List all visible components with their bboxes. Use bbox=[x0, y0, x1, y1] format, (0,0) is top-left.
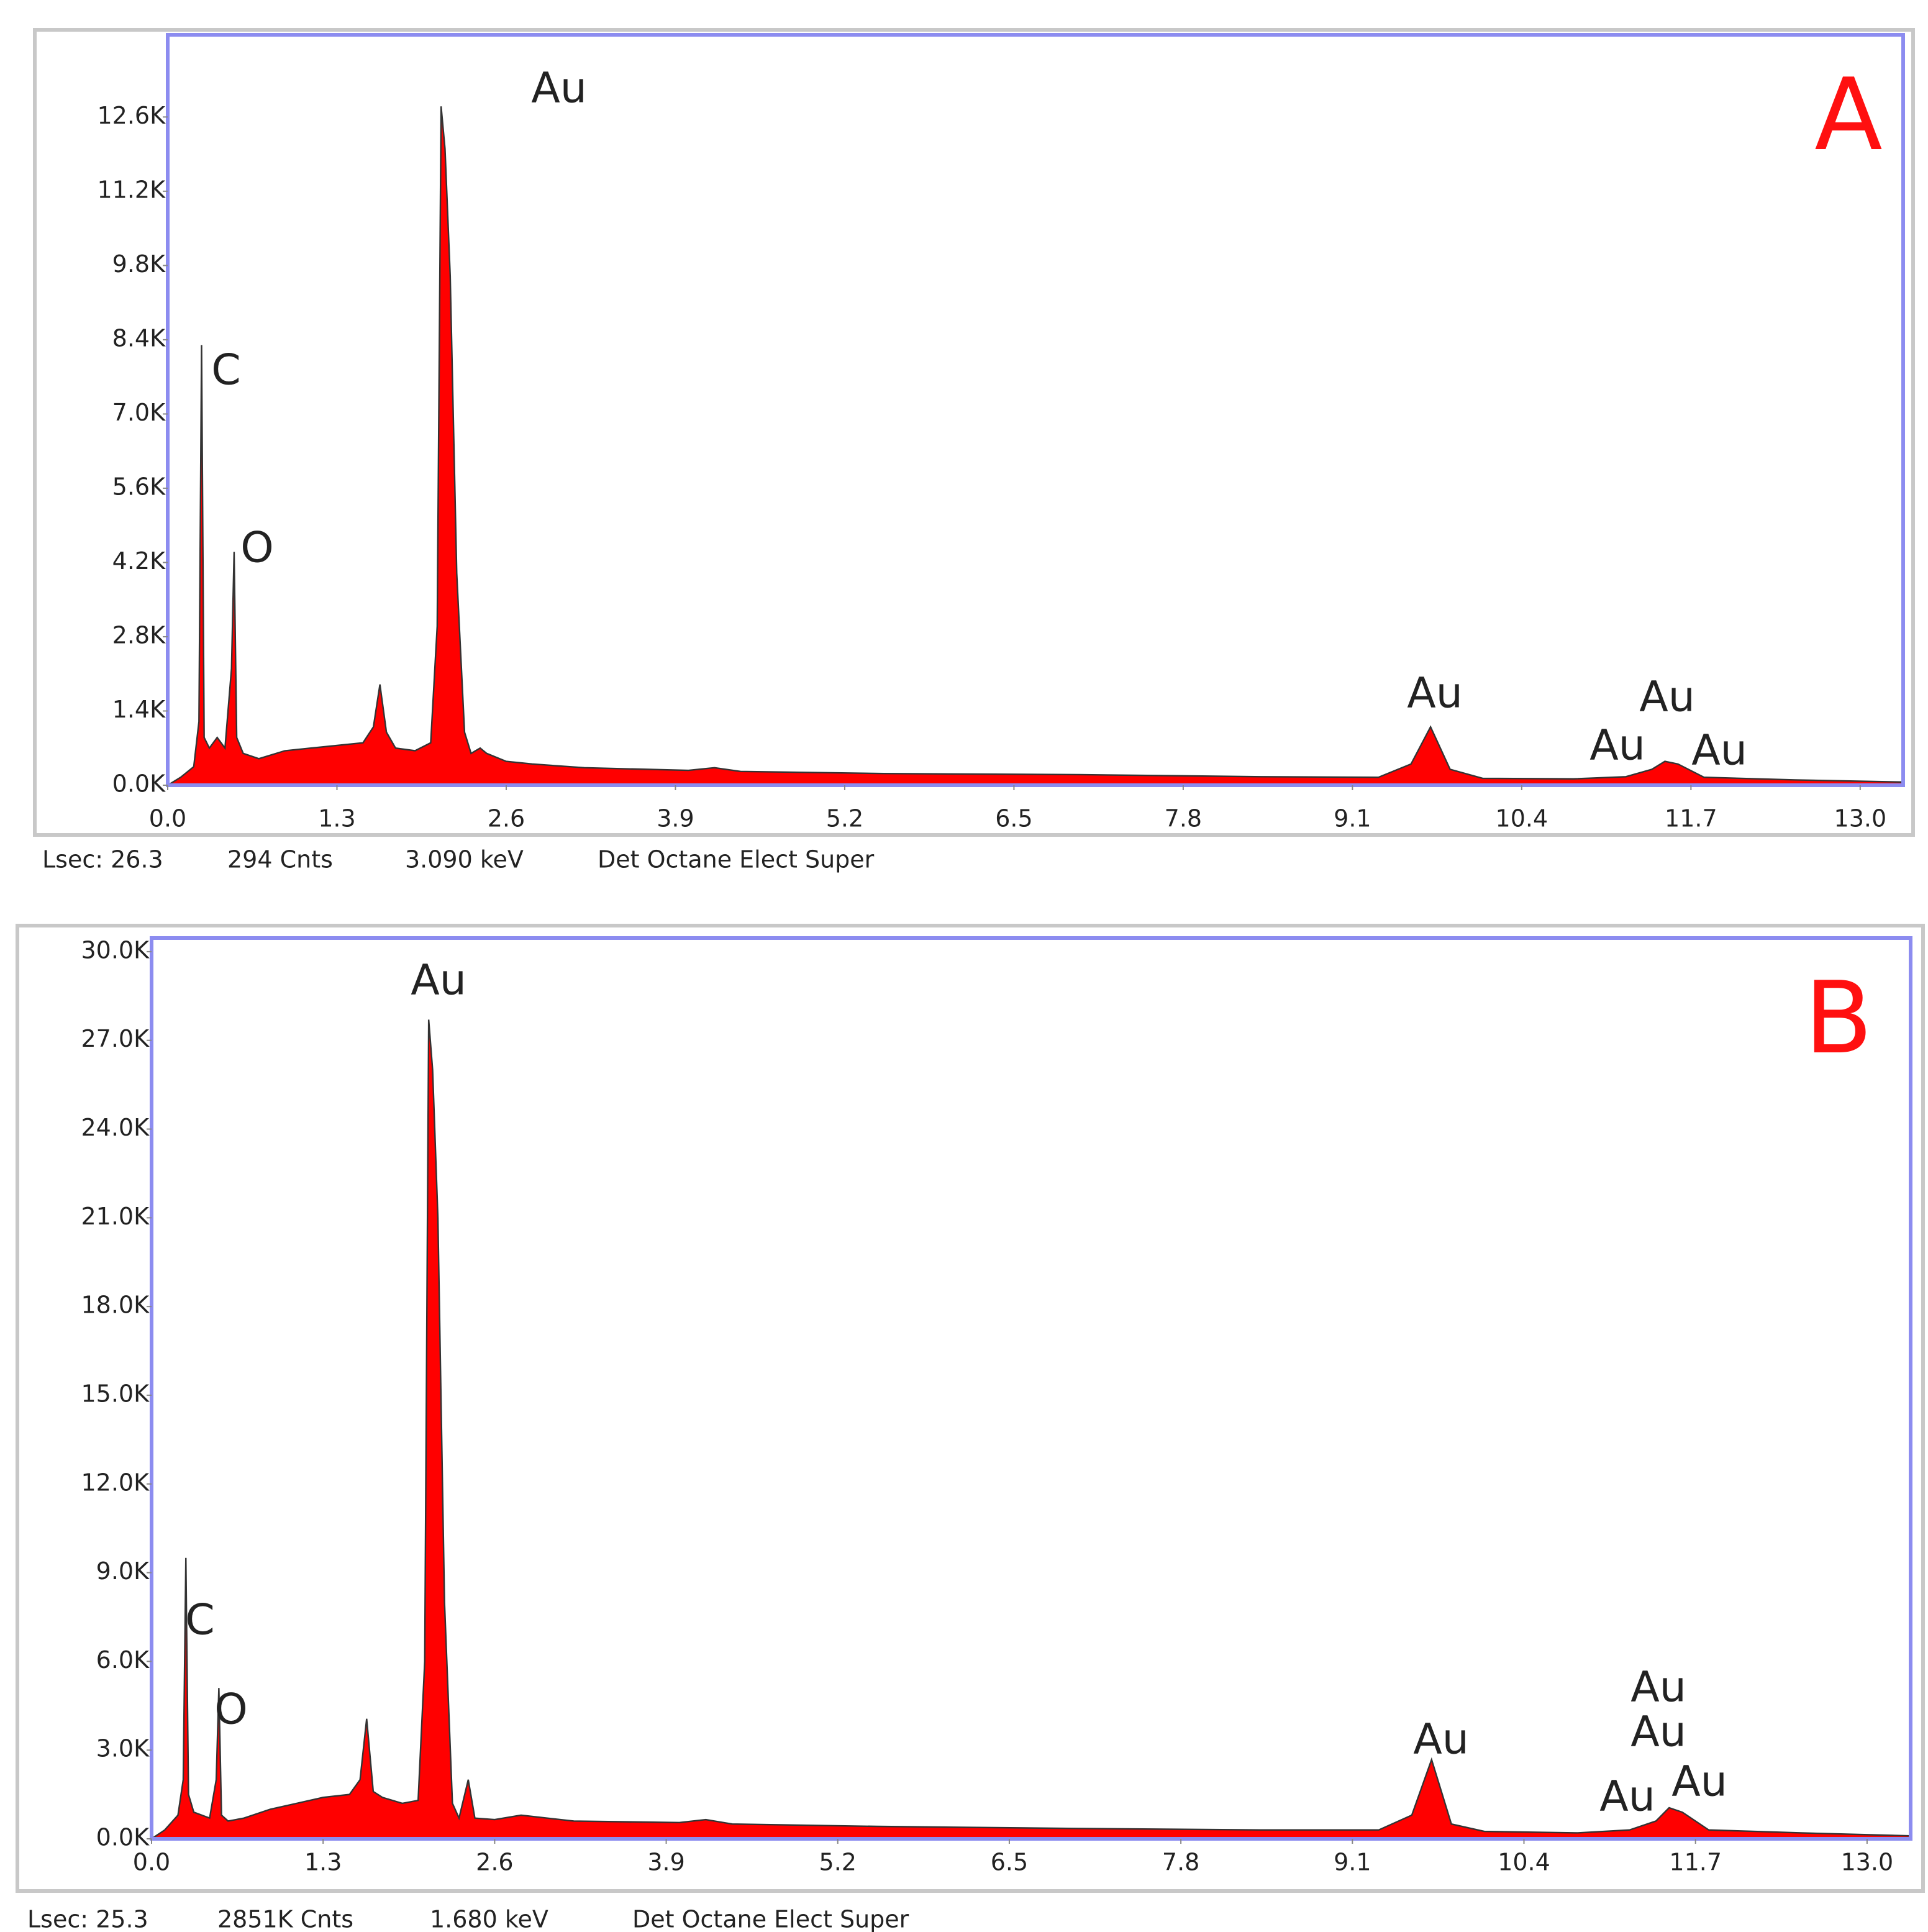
y-tick-label: 18.0K bbox=[81, 1292, 150, 1319]
x-tick-label: 7.8 bbox=[1165, 805, 1202, 832]
x-tick-label: 13.0 bbox=[1834, 805, 1887, 832]
y-tick-label: 0.0K bbox=[96, 1824, 150, 1851]
peak-label: Au bbox=[1691, 726, 1747, 775]
info-text: Lsec: 25.3 bbox=[27, 1906, 148, 1932]
info-text: Det Octane Elect Super bbox=[632, 1906, 909, 1932]
panel-frame bbox=[33, 28, 1915, 837]
x-tick-label: 11.7 bbox=[1669, 1849, 1722, 1876]
peak-label: Au bbox=[1639, 673, 1695, 722]
x-tick-label: 6.5 bbox=[991, 1849, 1028, 1876]
info-text: 294 Cnts bbox=[227, 846, 333, 873]
info-text: 2851K Cnts bbox=[217, 1906, 353, 1932]
y-tick-label: 3.0K bbox=[96, 1735, 150, 1762]
x-tick-label: 9.1 bbox=[1334, 805, 1371, 832]
x-tick-label: 10.4 bbox=[1496, 805, 1548, 832]
peak-label: C bbox=[211, 346, 240, 395]
y-tick-label: 6.0K bbox=[96, 1646, 150, 1674]
x-tick-label: 11.7 bbox=[1665, 805, 1717, 832]
y-tick-label: 21.0K bbox=[81, 1203, 150, 1230]
info-text: 3.090 keV bbox=[405, 846, 524, 873]
info-text: 1.680 keV bbox=[430, 1906, 548, 1932]
x-tick-label: 9.1 bbox=[1334, 1849, 1371, 1876]
spectrum-line bbox=[167, 106, 1904, 786]
panel-frame bbox=[16, 924, 1925, 1893]
x-tick-label: 2.6 bbox=[488, 805, 525, 832]
y-tick-label: 5.6K bbox=[112, 473, 166, 500]
x-tick-label: 7.8 bbox=[1162, 1849, 1199, 1876]
y-tick-label: 15.0K bbox=[81, 1380, 150, 1407]
peak-label: Au bbox=[1589, 721, 1645, 770]
y-tick-label: 30.0K bbox=[81, 936, 150, 964]
info-text: Lsec: 26.3 bbox=[42, 846, 163, 873]
x-tick-label: 10.4 bbox=[1498, 1849, 1550, 1876]
x-tick-label: 2.6 bbox=[476, 1849, 513, 1876]
y-tick-label: 9.8K bbox=[112, 250, 166, 278]
peak-label: Au bbox=[1413, 1715, 1469, 1764]
y-tick-label: 1.4K bbox=[112, 696, 166, 723]
peak-label: Au bbox=[1630, 1663, 1686, 1712]
x-tick-label: 1.3 bbox=[318, 805, 355, 832]
peak-label: Au bbox=[411, 956, 466, 1005]
peak-label: O bbox=[214, 1685, 248, 1734]
y-tick-label: 4.2K bbox=[112, 547, 166, 575]
y-tick-label: 2.8K bbox=[112, 621, 166, 649]
x-tick-label: 5.2 bbox=[826, 805, 863, 832]
y-tick-label: 27.0K bbox=[81, 1025, 150, 1052]
y-tick-label: 8.4K bbox=[112, 324, 166, 352]
peak-label: O bbox=[240, 524, 274, 573]
peak-label: Au bbox=[1407, 669, 1463, 718]
plot-frame bbox=[150, 936, 1912, 1841]
x-tick-label: 0.0 bbox=[133, 1849, 170, 1876]
info-text: Det Octane Elect Super bbox=[598, 846, 875, 873]
panel-letter: A bbox=[1814, 57, 1882, 173]
x-tick-label: 1.3 bbox=[304, 1849, 342, 1876]
plot-frame bbox=[166, 33, 1905, 787]
peak-label: Au bbox=[1599, 1772, 1655, 1821]
y-tick-label: 0.0K bbox=[112, 770, 166, 798]
x-tick-label: 0.0 bbox=[149, 805, 186, 832]
peak-label: Au bbox=[531, 64, 587, 113]
y-tick-label: 24.0K bbox=[81, 1114, 150, 1141]
x-tick-label: 5.2 bbox=[819, 1849, 857, 1876]
y-tick-label: 12.6K bbox=[97, 102, 166, 129]
peak-label: Au bbox=[1630, 1708, 1686, 1757]
panel-letter: B bbox=[1804, 960, 1873, 1076]
peak-label: Au bbox=[1671, 1757, 1727, 1807]
y-tick-label: 9.0K bbox=[96, 1557, 150, 1585]
x-tick-label: 13.0 bbox=[1841, 1849, 1894, 1876]
x-tick-label: 6.5 bbox=[995, 805, 1032, 832]
x-tick-label: 3.9 bbox=[657, 805, 694, 832]
spectrum-line bbox=[151, 1019, 1911, 1839]
peak-label: C bbox=[185, 1596, 214, 1645]
y-tick-label: 7.0K bbox=[112, 399, 166, 426]
y-tick-label: 11.2K bbox=[97, 176, 166, 203]
x-tick-label: 3.9 bbox=[647, 1849, 684, 1876]
y-tick-label: 12.0K bbox=[81, 1469, 150, 1496]
